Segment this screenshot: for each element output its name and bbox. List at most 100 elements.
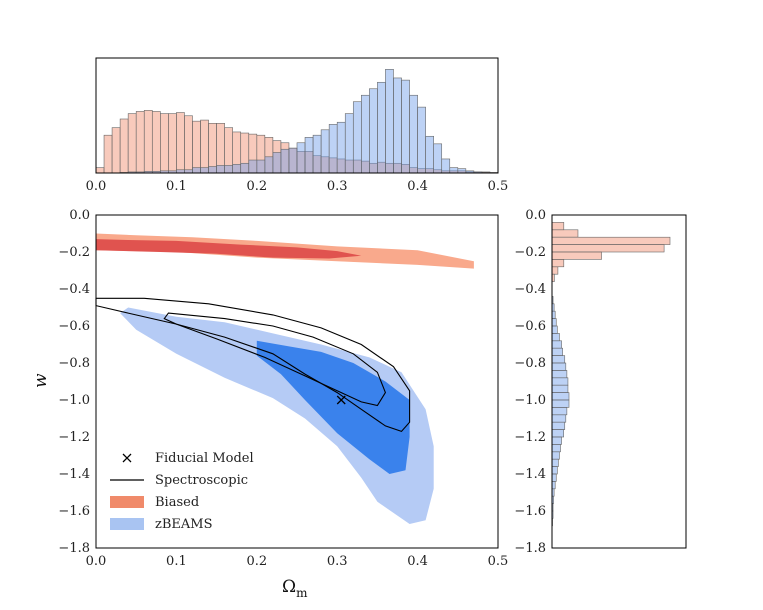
- w-histogram-frame: [551, 214, 687, 549]
- omega-hist-x-tick-label: 0.3: [327, 179, 348, 194]
- w-hist-y-tick-label: −0.6: [514, 319, 546, 334]
- w-histogram-panel: 0.0 −0.2 −0.4 −0.6 −0.8 −1.0 −1.2 −1.4 −1.6 −1.8: [514, 208, 687, 556]
- contour-y-tick-label: −1.6: [58, 504, 90, 519]
- omega-hist-zbeams-bar: [401, 79, 410, 174]
- w-hist-zbeams-bar: [551, 377, 569, 386]
- omega-hist-biased-bar: [200, 119, 209, 174]
- w-hist-y-tick-label: −1.4: [514, 467, 546, 482]
- omega-hist-biased-bar: [208, 123, 217, 174]
- omega-hist-zbeams-bar: [240, 162, 250, 174]
- contour-y-tick-label: 0.0: [69, 208, 90, 223]
- omega-hist-biased-bar: [111, 127, 121, 174]
- omega-hist-zbeams-bar: [296, 142, 306, 174]
- omega-hist-zbeams-bar: [248, 159, 258, 174]
- omega-hist-zbeams-bar: [369, 88, 378, 174]
- contour-x-tick-label: 0.2: [246, 554, 267, 569]
- omega-hist-zbeams-bar: [441, 158, 451, 174]
- omega-hist-zbeams-bar: [224, 165, 233, 174]
- w-hist-biased-bar: [551, 259, 565, 268]
- w-hist-zbeams-bar: [551, 347, 563, 356]
- w-hist-biased-bar: [551, 222, 565, 231]
- biased-68-contour: [96, 239, 362, 259]
- w-hist-zbeams-bar: [551, 436, 562, 445]
- omega-hist-x-tick-label: 0.0: [86, 179, 107, 194]
- omega-hist-biased-bar: [143, 110, 153, 174]
- w-hist-zbeams-bar: [551, 399, 570, 408]
- omega-hist-biased-bar: [176, 112, 185, 174]
- omega-hist-biased-bar: [184, 115, 193, 174]
- omega-hist-zbeams-bar: [320, 129, 330, 174]
- w-hist-y-tick-label: −1.0: [514, 393, 546, 408]
- w-hist-zbeams-bar: [551, 325, 558, 334]
- omega-hist-zbeams-bar: [377, 81, 386, 174]
- omega-hist-zbeams-bar: [425, 135, 434, 174]
- legend-label: Spectroscopic: [155, 473, 248, 488]
- omega-hist-zbeams-bar: [385, 69, 394, 174]
- omega-hist-zbeams-bar: [264, 156, 274, 174]
- x-axis-label-symbol: Ω: [282, 577, 296, 597]
- contour-x-tick-label: 0.4: [407, 554, 428, 569]
- w-hist-y-tick-label: −1.8: [514, 541, 546, 556]
- w-hist-y-tick-label: −0.2: [514, 245, 546, 260]
- zbeams-95-contour: [120, 307, 434, 524]
- legend-biased-patch: [110, 496, 144, 508]
- w-hist-zbeams-bar: [551, 362, 567, 371]
- w-hist-y-tick-label: −1.6: [514, 504, 546, 519]
- contour-y-tick-label: −1.8: [58, 541, 90, 556]
- legend: Fiducial Model Spectroscopic Biased zBEAMS: [110, 451, 254, 532]
- w-hist-zbeams-bar: [551, 458, 559, 467]
- omega-hist-biased-bar: [192, 120, 201, 174]
- omega-hist-zbeams-bar: [344, 113, 354, 174]
- w-hist-zbeams-bar: [551, 333, 560, 342]
- w-hist-zbeams-bar: [551, 407, 568, 416]
- contour-x-tick-label: 0.0: [86, 554, 107, 569]
- w-hist-zbeams-bar: [551, 444, 561, 453]
- spectroscopic-95-contour: [95, 297, 411, 433]
- omega-hist-biased-bar: [160, 113, 169, 174]
- w-hist-zbeams-bar: [551, 355, 566, 364]
- y-axis-label: w: [31, 373, 51, 388]
- omega-hist-biased-bar: [103, 134, 113, 174]
- w-hist-zbeams-bar: [551, 414, 567, 423]
- omega-hist-zbeams-bar: [417, 106, 426, 174]
- omega-hist-zbeams-bar: [232, 164, 242, 174]
- contour-y-tick-label: −1.2: [58, 430, 90, 445]
- omega-hist-biased-bar: [119, 118, 129, 174]
- w-hist-zbeams-bar: [551, 421, 566, 430]
- contour-y-tick-label: −1.0: [58, 393, 90, 408]
- w-hist-y-tick-label: −0.8: [514, 356, 546, 371]
- omega-histogram-frame: [95, 57, 499, 174]
- w-hist-biased-bar: [551, 251, 602, 260]
- contour-panel: 0.0 0.1 0.2 0.3 0.4 0.5 0.0 −0.2 −0.4 −0.6 −0.8 −1.…: [31, 208, 508, 600]
- contour-y-tick-label: −0.8: [58, 356, 90, 371]
- contour-y-tick-label: −1.4: [58, 467, 90, 482]
- omega-hist-zbeams-bar: [393, 77, 402, 174]
- omega-hist-zbeams-bar: [352, 101, 362, 174]
- omega-hist-zbeams-bar: [272, 152, 282, 174]
- w-hist-biased-bar: [551, 229, 579, 238]
- contour-y-tick-label: −0.2: [58, 245, 90, 260]
- omega-hist-biased-bar: [151, 111, 161, 174]
- omega-histogram-panel: 0.0 0.1 0.2 0.3 0.4 0.5: [86, 57, 508, 194]
- omega-hist-zbeams-bar: [200, 167, 209, 174]
- contour-x-tick-label: 0.3: [327, 554, 348, 569]
- omega-hist-zbeams-bar: [328, 124, 338, 174]
- w-hist-zbeams-bar: [551, 429, 564, 438]
- omega-hist-zbeams-bar: [304, 137, 314, 174]
- w-hist-zbeams-bar: [551, 473, 557, 482]
- contour-y-tick-label: −0.6: [58, 319, 90, 334]
- w-hist-biased-bar: [551, 236, 671, 245]
- w-hist-y-tick-label: 0.0: [525, 208, 546, 223]
- omega-hist-zbeams-bar: [361, 94, 370, 174]
- omega-hist-zbeams-bar: [208, 166, 217, 174]
- omega-hist-x-tick-label: 0.1: [166, 179, 187, 194]
- w-hist-zbeams-bar: [551, 340, 562, 349]
- contour-x-tick-label: 0.1: [166, 554, 187, 569]
- w-hist-y-tick-label: −1.2: [514, 430, 546, 445]
- legend-label: Biased: [155, 495, 199, 510]
- legend-label: Fiducial Model: [155, 451, 254, 466]
- contour-x-tick-label: 0.5: [488, 554, 509, 569]
- omega-hist-zbeams-bar: [192, 167, 201, 174]
- zbeams-68-contour: [256, 340, 410, 474]
